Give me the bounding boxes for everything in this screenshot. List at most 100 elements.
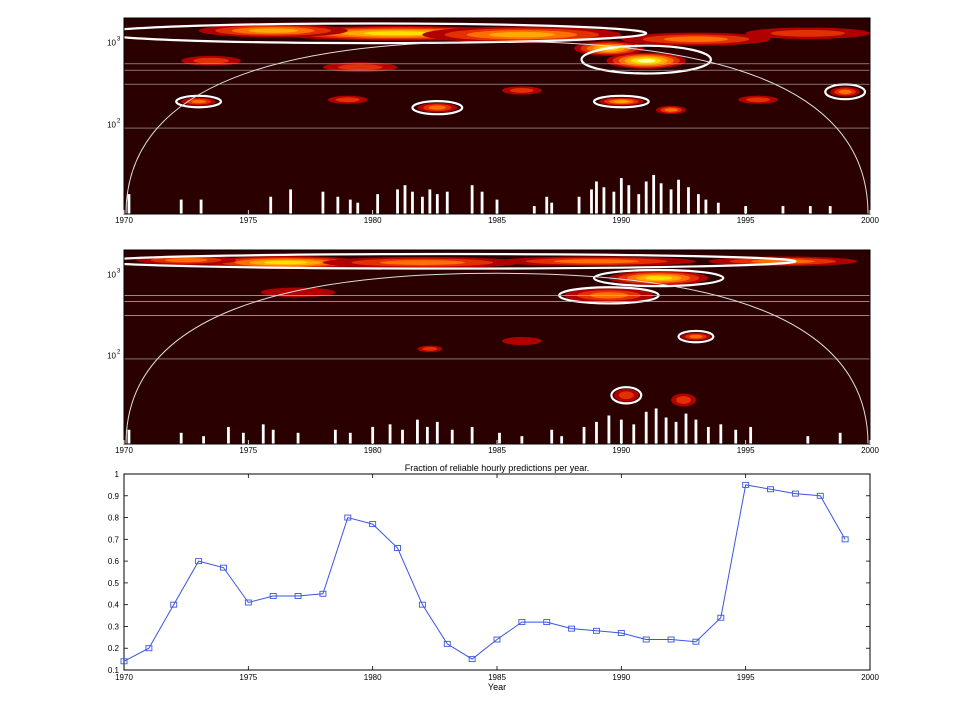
significance-bar	[435, 421, 439, 444]
power-contour-level	[553, 259, 640, 264]
significance-bar	[348, 199, 352, 214]
reliable-predictions-line-chart: Fraction of reliable hourly predictions …	[108, 463, 880, 692]
significance-bar	[749, 426, 753, 444]
significance-bar	[582, 426, 586, 444]
spectrum-background	[124, 250, 870, 444]
data-point-marker	[294, 593, 302, 599]
significance-bar	[348, 432, 352, 444]
data-point-marker	[468, 656, 476, 663]
significance-bar	[179, 432, 183, 444]
significance-contour	[592, 268, 725, 288]
significance-bar	[806, 436, 810, 444]
data-point-marker	[692, 638, 700, 645]
data-point-marker	[369, 521, 377, 528]
power-contour-level	[676, 396, 691, 404]
data-point-marker	[767, 486, 774, 493]
power-contour-level	[379, 260, 466, 265]
x-tick-label: 1970	[115, 673, 133, 682]
y-tick-label: 0.1	[108, 666, 120, 675]
data-point-marker	[667, 636, 675, 643]
data-point-marker	[269, 593, 277, 599]
x-tick-label: 2000	[861, 446, 879, 455]
significance-bar	[659, 183, 663, 214]
significance-bar	[127, 194, 131, 214]
significance-bar	[545, 196, 549, 214]
x-tick-label: 1990	[612, 673, 630, 682]
y-tick-label: 10	[107, 351, 116, 360]
significance-bar	[627, 185, 631, 214]
significance-bar	[706, 426, 710, 444]
power-contour-level	[637, 58, 656, 63]
data-point-marker	[443, 640, 451, 647]
significance-bar	[421, 196, 424, 214]
significance-bar	[450, 429, 454, 444]
significance-bar	[428, 189, 432, 214]
data-point-marker	[791, 490, 799, 497]
significance-bar	[607, 415, 611, 444]
significance-bar	[495, 199, 499, 214]
significance-bar	[719, 424, 723, 444]
significance-bar	[664, 417, 668, 444]
significance-bar	[550, 429, 554, 444]
x-tick-label: 1980	[364, 446, 382, 455]
data-point-marker	[816, 492, 824, 499]
significance-bar	[289, 189, 293, 214]
data-point-marker	[120, 658, 128, 665]
significance-bar	[127, 429, 131, 444]
significance-bar	[674, 421, 678, 444]
significance-bar	[781, 206, 785, 214]
significance-contour	[592, 94, 650, 109]
data-point-marker	[195, 558, 203, 565]
x-tick-label: 1995	[737, 446, 755, 455]
significance-bar	[734, 429, 738, 444]
significance-bar	[694, 419, 698, 444]
data-point-marker	[418, 601, 426, 608]
y-tick-label: 1	[115, 470, 120, 479]
x-axis-label: Year	[488, 682, 506, 692]
significance-contour	[124, 22, 648, 45]
significance-bar	[560, 436, 564, 444]
y-tick-exponent: 2	[117, 118, 121, 124]
power-contour-level	[363, 31, 432, 36]
y-tick-label: 10	[107, 270, 116, 279]
x-tick-label: 1985	[488, 216, 506, 225]
significance-bar	[687, 187, 690, 214]
x-tick-label: 1975	[239, 673, 257, 682]
significance-bar	[808, 206, 812, 214]
y-tick-label: 0.9	[108, 492, 120, 501]
significance-contour	[580, 44, 712, 75]
power-contour-level	[618, 391, 634, 400]
spectrum-background	[124, 18, 870, 214]
significance-bar	[269, 196, 273, 214]
power-contour-level	[263, 260, 308, 265]
significance-bar	[227, 426, 230, 444]
significance-bar	[637, 194, 641, 214]
x-tick-label: 1990	[612, 446, 630, 455]
significance-bar	[550, 202, 554, 214]
data-point-marker	[493, 636, 501, 643]
power-contour-level	[509, 87, 534, 93]
significance-bar	[425, 426, 429, 444]
y-tick-label: 0.8	[108, 514, 120, 523]
significance-contour	[677, 329, 715, 344]
significance-bar	[644, 181, 648, 214]
power-contour-level	[422, 346, 438, 351]
power-contour-level	[663, 36, 728, 43]
x-tick-label: 1985	[488, 673, 506, 682]
x-tick-label: 2000	[861, 216, 879, 225]
significance-bar	[595, 421, 598, 444]
y-tick-label: 0.7	[108, 535, 120, 544]
data-point-marker	[617, 630, 625, 636]
significance-bar	[445, 191, 449, 214]
significance-contour	[124, 252, 797, 270]
significance-bar	[498, 432, 501, 444]
data-point-marker	[244, 599, 252, 606]
power-contour-level	[664, 108, 678, 112]
y-tick-label: 0.4	[108, 601, 120, 610]
significance-contour	[610, 386, 643, 405]
significance-bar	[435, 194, 439, 214]
data-point-marker	[717, 614, 725, 621]
data-point-marker	[642, 636, 650, 643]
